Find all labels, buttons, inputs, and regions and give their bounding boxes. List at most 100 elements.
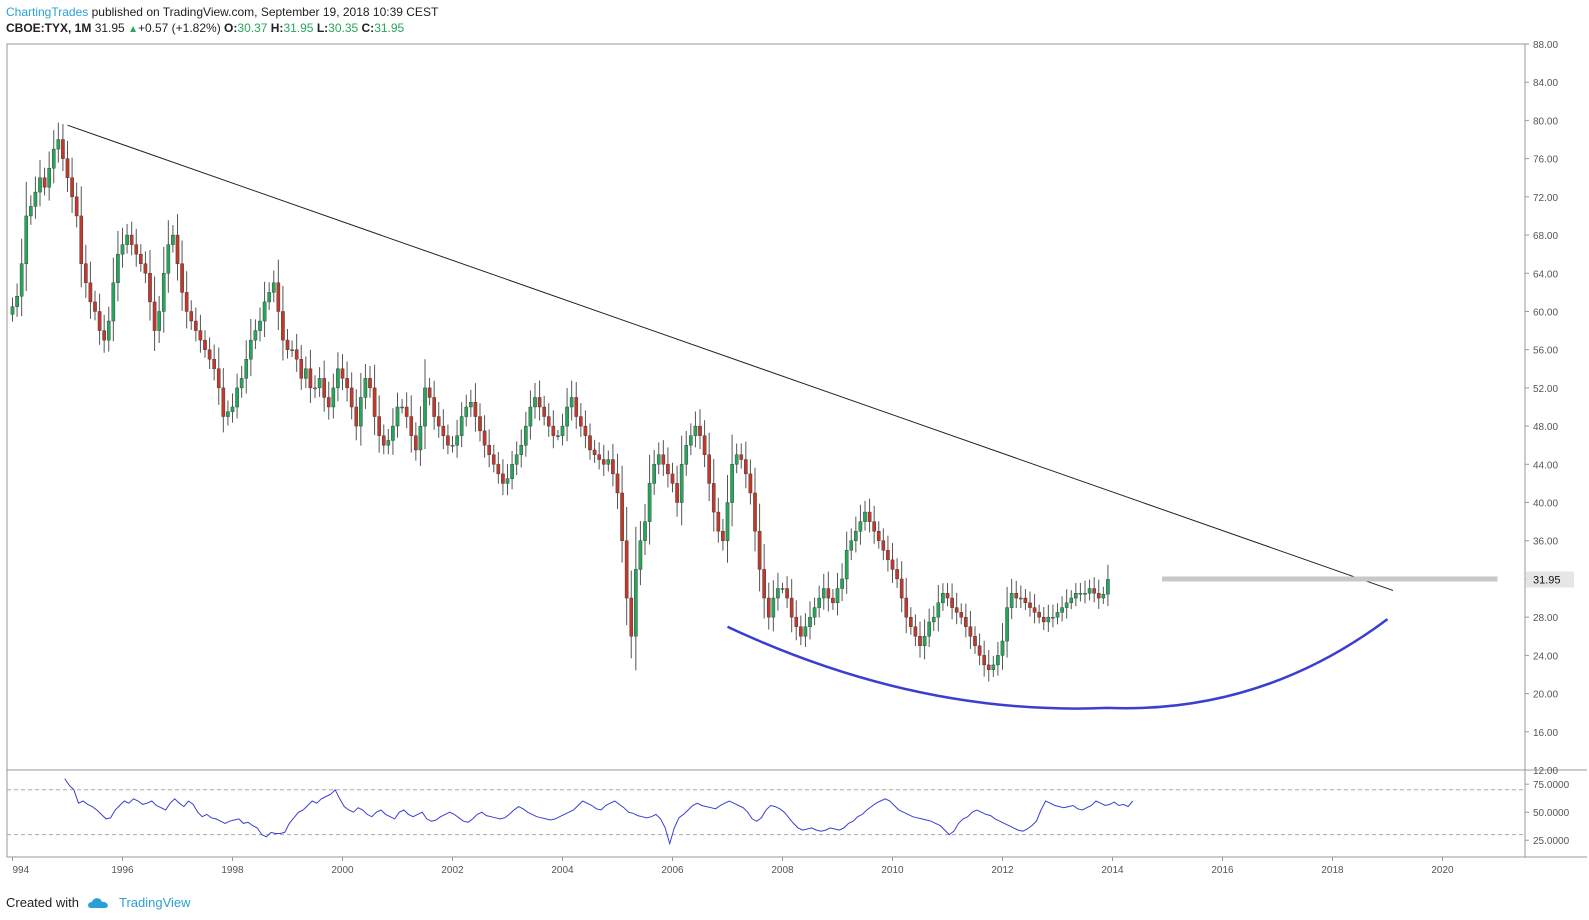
tradingview-brand-link[interactable]: TradingView xyxy=(118,895,191,910)
candle-body-up xyxy=(556,435,560,437)
candle xyxy=(514,441,519,476)
candle-body-up xyxy=(1083,593,1087,595)
candle-body-up xyxy=(1060,607,1064,613)
candle xyxy=(207,337,212,370)
candle xyxy=(684,430,689,476)
candle xyxy=(331,373,336,419)
candle-body-down xyxy=(670,473,675,484)
candle xyxy=(1060,596,1064,622)
candle xyxy=(753,467,757,552)
candle-body-up xyxy=(771,597,776,618)
candle xyxy=(363,364,368,409)
candle-body-down xyxy=(881,540,886,551)
candle-body-up xyxy=(1074,593,1078,599)
low-value: 30.35 xyxy=(328,21,359,35)
candle xyxy=(482,415,487,458)
candle-body-down xyxy=(432,397,436,417)
candle-body-down xyxy=(890,559,895,570)
candle-body-down xyxy=(909,616,913,627)
candle-body-down xyxy=(601,459,606,465)
candle-body-down xyxy=(70,177,74,198)
candle-body-down xyxy=(349,387,354,408)
candle xyxy=(51,130,56,184)
candle xyxy=(689,423,693,456)
price-tick-label: 40.00 xyxy=(1533,499,1558,510)
candle xyxy=(313,375,317,398)
candle xyxy=(968,610,973,649)
candle-body-down xyxy=(276,282,281,312)
time-tick-label: 1998 xyxy=(221,865,244,876)
candle-body-up xyxy=(514,454,519,465)
candle xyxy=(849,528,854,561)
candle-body-up xyxy=(606,459,611,465)
candle xyxy=(986,650,991,682)
candle xyxy=(61,124,65,172)
candle xyxy=(152,276,157,351)
candle xyxy=(258,307,262,342)
candle xyxy=(414,422,418,461)
candle-body-down xyxy=(368,378,372,389)
candle xyxy=(33,176,38,219)
candle xyxy=(1046,604,1051,632)
price-chart[interactable]: 88.00 84.00 80.00 76.00 72.00 68.00 64.00 60.00… xyxy=(0,0,1589,890)
chart-header: ChartingTrades published on TradingView.… xyxy=(6,4,438,38)
candle xyxy=(432,380,436,430)
last-price: 31.95 xyxy=(94,21,125,35)
candle-body-up xyxy=(656,454,661,465)
candle xyxy=(569,380,574,421)
candle xyxy=(143,251,148,284)
candle-body-down xyxy=(482,430,487,446)
close-value: 31.95 xyxy=(374,21,405,35)
candle-body-up xyxy=(51,148,56,169)
candle-body-up xyxy=(941,593,945,604)
candle-body-up xyxy=(849,540,854,551)
candle xyxy=(927,608,931,647)
candle xyxy=(624,506,629,626)
candle xyxy=(739,443,744,469)
candle xyxy=(533,382,537,419)
candle-body-down xyxy=(918,636,922,647)
candle xyxy=(918,621,922,658)
candle xyxy=(212,344,216,381)
candle-body-down xyxy=(143,263,148,274)
candle-body-down xyxy=(501,473,505,484)
candle-body-up xyxy=(253,330,258,341)
candle xyxy=(776,572,780,611)
candle-body-up xyxy=(1051,616,1055,619)
candle-body-up xyxy=(304,368,308,379)
candle-body-up xyxy=(693,425,698,436)
candle xyxy=(221,368,226,433)
candle xyxy=(239,366,244,398)
candle-body-down xyxy=(79,215,84,264)
candle xyxy=(583,410,588,449)
candle-body-down xyxy=(611,459,615,475)
candle-body-down xyxy=(354,406,359,427)
candle-body-down xyxy=(950,597,954,608)
candle xyxy=(744,441,748,489)
candle-body-down xyxy=(139,253,143,264)
candle-body-down xyxy=(1023,597,1028,604)
candle xyxy=(455,419,459,458)
author-link[interactable]: ChartingTrades xyxy=(6,5,89,19)
candle-body-up xyxy=(244,359,249,379)
candle-body-up xyxy=(271,282,276,293)
price-tick-label: 80.00 xyxy=(1533,116,1558,127)
candle xyxy=(579,403,583,437)
candle xyxy=(922,619,927,660)
candle xyxy=(1064,589,1069,619)
candle-body-down xyxy=(945,593,950,599)
candle-body-down xyxy=(762,569,766,599)
candle-body-up xyxy=(418,425,423,451)
candle-body-down xyxy=(340,368,345,379)
candle-body-down xyxy=(1028,602,1032,608)
candle-body-down xyxy=(446,435,450,446)
candle xyxy=(1055,603,1060,625)
candle-body-up xyxy=(803,626,808,637)
price-change: +0.57 (+1.82%) xyxy=(137,21,221,35)
rsi-tick-label: 75.0000 xyxy=(1533,780,1570,791)
candle xyxy=(666,447,670,488)
candle-body-down xyxy=(207,349,212,360)
candle xyxy=(79,186,84,288)
candle-body-down xyxy=(537,397,542,408)
candle-body-down xyxy=(867,511,872,522)
